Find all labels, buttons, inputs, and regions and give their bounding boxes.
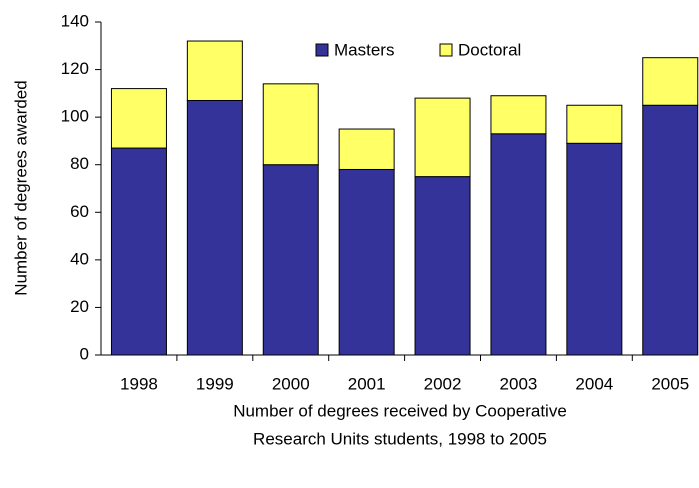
bar-segment xyxy=(186,99,243,356)
bar-segment xyxy=(338,168,395,356)
x-tick-label: 2002 xyxy=(424,374,462,393)
x-tick-label: 2001 xyxy=(348,374,386,393)
x-axis-label: Research Units students, 1998 to 2005 xyxy=(253,429,547,448)
legend-swatch xyxy=(315,43,329,57)
y-tick-label: 100 xyxy=(61,107,89,126)
y-tick-label: 40 xyxy=(70,249,89,268)
bar-segment xyxy=(262,83,319,166)
y-tick-label: 120 xyxy=(61,59,89,78)
bar-segment xyxy=(566,104,623,144)
bar-segment xyxy=(642,104,699,356)
bar-segment xyxy=(490,95,547,135)
bar-segment xyxy=(566,142,623,356)
bar-segment xyxy=(338,128,395,170)
bar-segment xyxy=(262,164,319,356)
bar-segment xyxy=(186,40,243,101)
legend-label: Doctoral xyxy=(458,40,521,59)
x-tick-label: 1999 xyxy=(196,374,234,393)
x-tick-label: 2005 xyxy=(651,374,689,393)
y-tick-label: 140 xyxy=(61,11,89,30)
x-tick-label: 2004 xyxy=(575,374,613,393)
bar-segment xyxy=(490,133,547,356)
y-axis-label: Number of degrees awarded xyxy=(11,80,30,295)
x-axis-label: Number of degrees received by Cooperativ… xyxy=(233,401,567,420)
bar-segment xyxy=(414,97,471,178)
x-tick-label: 2000 xyxy=(272,374,310,393)
y-tick-label: 20 xyxy=(70,297,89,316)
x-tick-label: 1998 xyxy=(120,374,158,393)
y-tick-label: 0 xyxy=(80,344,89,363)
y-tick-label: 60 xyxy=(70,202,89,221)
bar-segment xyxy=(642,57,699,106)
bar-segment xyxy=(110,147,167,356)
bar-segment xyxy=(414,176,471,356)
y-tick-label: 80 xyxy=(70,154,89,173)
x-tick-label: 2003 xyxy=(500,374,538,393)
bar-segment xyxy=(110,88,167,149)
legend-label: Masters xyxy=(334,40,394,59)
legend-swatch xyxy=(439,43,453,57)
